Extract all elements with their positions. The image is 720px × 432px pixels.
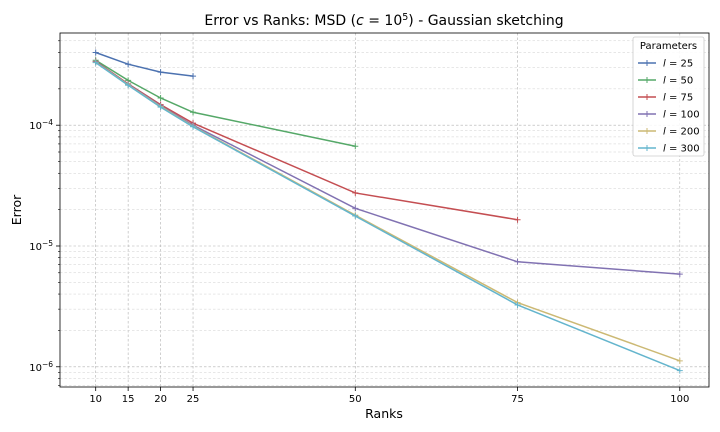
- series-line: [92, 57, 359, 150]
- x-tick-label: 100: [670, 394, 689, 405]
- legend-marker: [644, 60, 650, 66]
- series-line: [92, 59, 683, 374]
- data-point: [190, 109, 197, 116]
- legend-entries: l = 25 l = 50 l = 75 l = 100 l = 200 l = 300: [638, 59, 700, 155]
- data-point: [676, 367, 683, 374]
- legend-box: [632, 36, 705, 157]
- legend-title: Parameters: [640, 41, 697, 52]
- series-path: [95, 61, 681, 362]
- series-path: [95, 59, 356, 147]
- data-point: [157, 69, 164, 76]
- series-line: [92, 49, 197, 80]
- series-line: [92, 59, 683, 364]
- series-path: [95, 61, 680, 275]
- legend-marker: [644, 94, 650, 100]
- data-point: [157, 104, 164, 111]
- series-path: [95, 60, 518, 221]
- legend-label: l = 25: [663, 59, 693, 70]
- data-point: [352, 205, 359, 212]
- data-point: [125, 61, 132, 68]
- ticks: 10 15 20 25 50 75 100 10−6 10−5 10−4: [29, 40, 689, 405]
- legend-entry: l = 25: [638, 59, 693, 70]
- legend-label: l = 100: [663, 110, 700, 121]
- x-tick-label: 20: [154, 394, 167, 405]
- x-tick-label: 50: [349, 394, 362, 405]
- legend-marker: [644, 145, 650, 151]
- legend-marker: [644, 111, 650, 117]
- y-tick-label: 10−5: [29, 239, 53, 253]
- data-point: [514, 258, 521, 265]
- legend-entry: l = 200: [638, 127, 700, 138]
- data-point: [676, 357, 683, 364]
- data-point: [676, 271, 683, 278]
- legend-label: l = 200: [663, 127, 700, 138]
- data-point: [514, 301, 521, 308]
- data-point: [190, 123, 197, 130]
- grid: [60, 33, 709, 387]
- data-point: [92, 59, 99, 66]
- legend-entry: l = 300: [638, 144, 700, 155]
- legend-entry: l = 75: [638, 93, 693, 104]
- legend-marker: [644, 128, 650, 134]
- data-point: [157, 94, 164, 101]
- legend-marker: [644, 77, 650, 83]
- data-point: [352, 189, 359, 196]
- legend-entry: l = 50: [638, 76, 693, 87]
- data-point: [352, 213, 359, 220]
- x-tick-label: 75: [511, 394, 524, 405]
- x-tick-label: 10: [89, 394, 102, 405]
- data-point: [514, 216, 521, 223]
- y-tick-label: 10−6: [29, 360, 53, 374]
- data-point: [92, 49, 99, 56]
- data-point: [352, 143, 359, 150]
- legend-label: l = 75: [663, 93, 693, 104]
- series-path: [95, 51, 194, 77]
- x-axis-label: Ranks: [365, 406, 403, 421]
- x-tick-label: 15: [122, 394, 135, 405]
- series-line: [92, 58, 521, 223]
- legend-label: l = 50: [663, 76, 693, 87]
- plot-frame: [59, 32, 710, 388]
- y-axis-label: Error: [9, 194, 24, 225]
- y-tick-label: 10−4: [29, 118, 53, 132]
- data-point: [125, 82, 132, 89]
- legend-label: l = 300: [663, 144, 700, 155]
- series-layer: [92, 49, 683, 374]
- chart-title: Error vs Ranks: MSD (c = 105) - Gaussian…: [204, 12, 563, 29]
- series-line: [92, 58, 683, 278]
- x-tick-label: 25: [187, 394, 200, 405]
- data-point: [190, 73, 197, 80]
- legend-entry: l = 100: [638, 110, 700, 121]
